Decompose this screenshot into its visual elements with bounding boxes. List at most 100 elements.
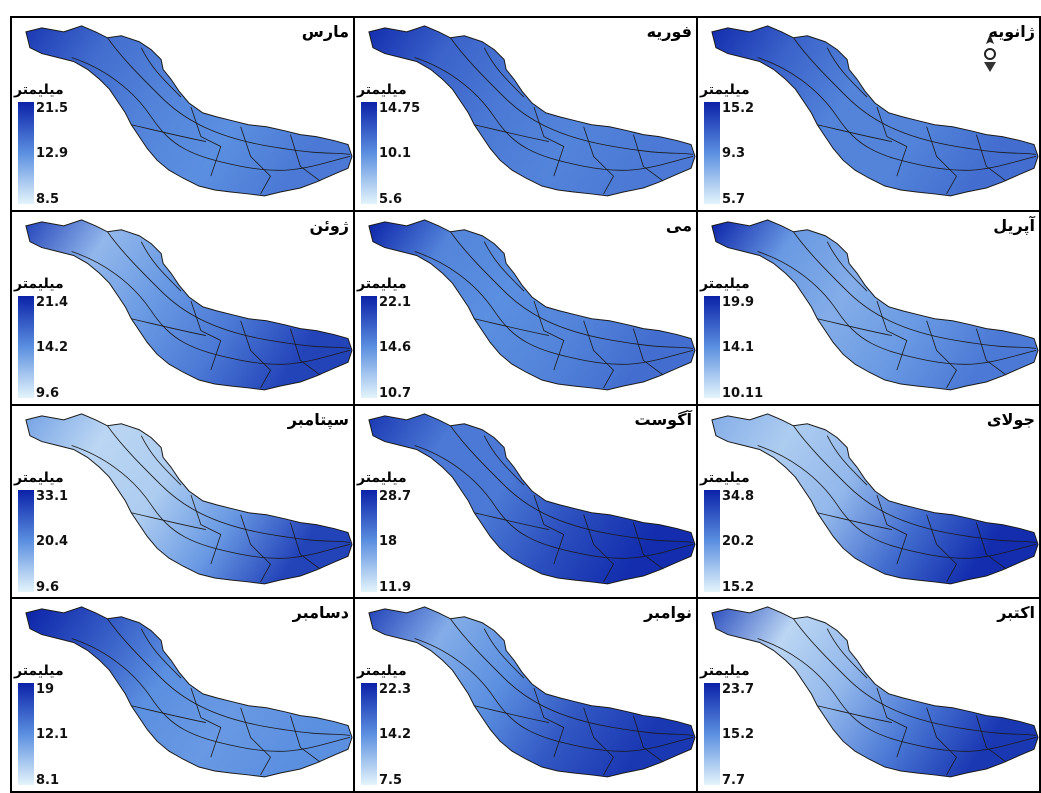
legend-min-value: 9.6 [36, 579, 60, 595]
legend-min-value: 10.7 [379, 385, 412, 401]
map-panel-6: سپتامبر میلیمتر 33.1 20.4 9.6 [12, 405, 355, 600]
legend-color-ramp [704, 295, 720, 398]
district-boundaries [414, 231, 694, 388]
legend-color-ramp [704, 489, 720, 592]
district-boundaries [71, 231, 351, 388]
legend-mid-value: 15.2 [722, 727, 755, 743]
legend-mid-value: 14.6 [379, 339, 412, 355]
region-map [711, 412, 1039, 584]
legend-min-value: 5.7 [722, 192, 746, 207]
region-map [368, 219, 696, 391]
map-panel-2: ژانویه میلیمتر 15.2 9.3 5.7 [698, 18, 1041, 212]
legend-unit-label: میلیمتر [14, 275, 64, 292]
legend-max-value: 33.1 [36, 488, 69, 504]
legend-max-value: 21.4 [36, 294, 69, 310]
legend-min-value: 7.5 [379, 773, 403, 789]
legend-color-ramp [361, 295, 377, 398]
region-map [711, 606, 1039, 778]
region-shape [711, 25, 1039, 197]
legend-unit-label: میلیمتر [14, 663, 64, 680]
month-title: نوامبر [644, 603, 692, 623]
district-boundaries [414, 425, 694, 582]
legend-min-value: 11.9 [379, 579, 412, 595]
map-panel-4: می میلیمتر 22.1 14.6 10.7 [355, 211, 698, 406]
month-title: دسامبر [292, 603, 349, 623]
legend-unit-label: میلیمتر [357, 663, 407, 680]
month-title: اکتبر [997, 603, 1035, 623]
district-boundaries [414, 618, 694, 776]
map-panel-7: آگوست میلیمتر 28.7 18 11.9 [355, 405, 698, 600]
legend-mid-value: 14.2 [36, 339, 69, 355]
legend-unit-label: میلیمتر [357, 275, 407, 292]
legend-unit-label: میلیمتر [14, 82, 64, 98]
month-title: مارس [301, 22, 349, 41]
month-title: ژانویه [988, 22, 1035, 41]
region-shape [368, 219, 696, 391]
district-boundaries [71, 618, 351, 776]
legend-color-ramp [361, 102, 377, 204]
map-panel-3: ژوئن میلیمتر 21.4 14.2 9.6 [12, 211, 355, 406]
region-shape [368, 412, 696, 584]
legend-color-ramp [704, 683, 720, 786]
legend-color-ramp [18, 295, 34, 398]
legend-unit-label: میلیمتر [357, 469, 407, 486]
region-map [25, 606, 353, 778]
month-title: آپریل [993, 215, 1035, 235]
north-arrow-icon [984, 34, 996, 72]
region-map [711, 219, 1039, 391]
map-panel-11: اکتبر میلیمتر 23.7 15.2 7.7 [698, 599, 1041, 793]
map-grid: مارس میلیمتر 21.5 12.9 8.5 فوریه میلیمتر [10, 16, 1041, 793]
legend-color-ramp [18, 102, 34, 204]
legend-max-value: 34.8 [722, 488, 755, 504]
legend-min-value: 10.11 [722, 385, 764, 401]
legend-unit-label: میلیمتر [700, 663, 750, 680]
legend-min-value: 8.5 [36, 192, 60, 207]
region-map [25, 219, 353, 391]
district-boundaries [757, 231, 1037, 388]
map-panel-5: آپریل میلیمتر 19.9 14.1 10.11 [698, 211, 1041, 406]
district-boundaries [757, 425, 1037, 582]
region-shape [25, 219, 353, 391]
map-panel-10: نوامبر میلیمتر 22.3 14.2 7.5 [355, 599, 698, 793]
legend-max-value: 14.75 [379, 101, 421, 116]
region-map [711, 25, 1039, 197]
region-map [368, 606, 696, 778]
month-title: آگوست [634, 409, 693, 429]
region-shape [711, 412, 1039, 584]
region-map [368, 412, 696, 584]
district-boundaries [757, 37, 1037, 195]
legend-max-value: 15.2 [722, 101, 755, 116]
legend-max-value: 19 [36, 682, 55, 698]
region-map [368, 25, 696, 197]
district-boundaries [414, 37, 694, 195]
month-title: فوریه [646, 22, 692, 41]
legend-min-value: 9.6 [36, 385, 60, 401]
legend-max-value: 21.5 [36, 101, 69, 116]
legend-mid-value: 14.2 [379, 727, 412, 743]
legend-color-ramp [361, 683, 377, 786]
month-title: سپتامبر [287, 409, 349, 429]
legend-mid-value: 12.9 [36, 146, 69, 161]
map-panel-8: جولای میلیمتر 34.8 20.2 15.2 [698, 405, 1041, 600]
legend-color-ramp [361, 489, 377, 592]
legend-max-value: 19.9 [722, 294, 755, 310]
legend-color-ramp [18, 683, 34, 786]
legend-color-ramp [18, 489, 34, 592]
legend-mid-value: 20.4 [36, 533, 69, 549]
legend-min-value: 7.7 [722, 773, 746, 789]
legend-mid-value: 20.2 [722, 533, 755, 549]
region-shape [25, 412, 353, 584]
region-map [25, 412, 353, 584]
legend-min-value: 15.2 [722, 579, 755, 595]
legend-mid-value: 18 [379, 533, 398, 549]
month-title: می [665, 215, 692, 235]
legend-mid-value: 14.1 [722, 339, 755, 355]
map-panel-0: مارس میلیمتر 21.5 12.9 8.5 [12, 18, 355, 212]
legend-mid-value: 10.1 [379, 146, 412, 161]
district-boundaries [757, 618, 1037, 776]
region-shape [711, 219, 1039, 391]
legend-mid-value: 9.3 [722, 146, 746, 161]
map-panel-9: دسامبر میلیمتر 19 12.1 8.1 [12, 599, 355, 793]
region-shape [25, 25, 353, 197]
legend-mid-value: 12.1 [36, 727, 69, 743]
